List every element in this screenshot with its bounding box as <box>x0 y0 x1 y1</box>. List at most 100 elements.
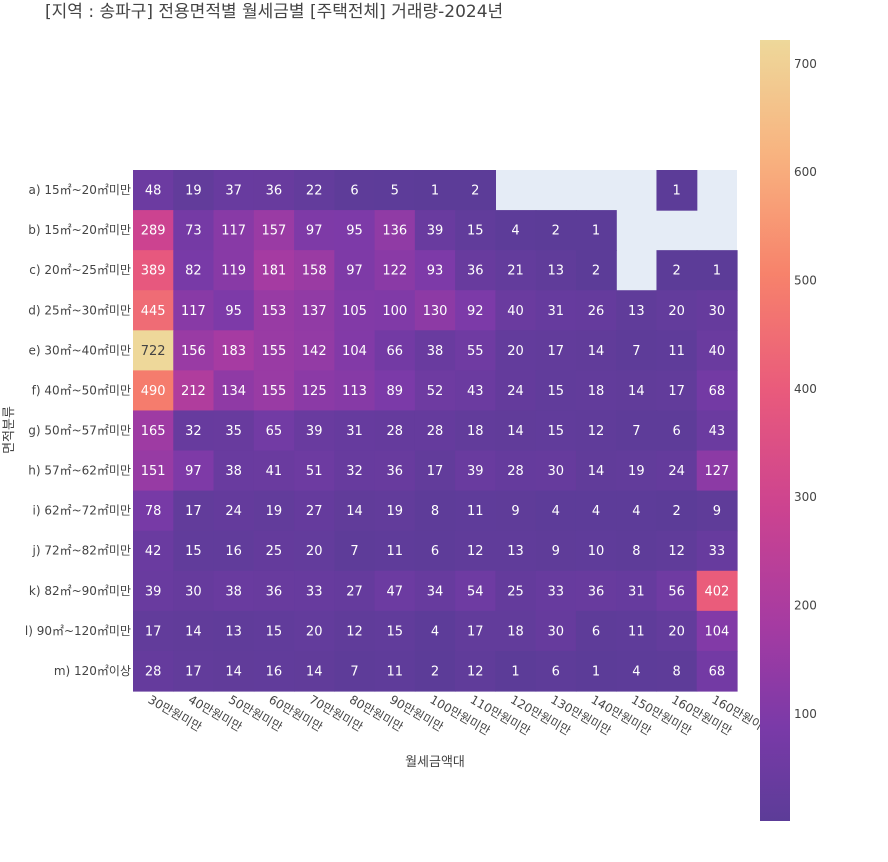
y-tick-label: l) 90㎡~120㎡미만 <box>25 624 131 638</box>
heatmap-cell-value: 56 <box>668 584 685 599</box>
heatmap-cell-value: 38 <box>225 584 242 599</box>
heatmap-cell <box>656 410 698 452</box>
heatmap-cell-value: 9 <box>511 504 519 519</box>
heatmap-cell-value: 28 <box>427 424 444 439</box>
heatmap-cell <box>535 610 577 652</box>
heatmap-cell-value: 20 <box>507 344 524 359</box>
heatmap-cell <box>173 450 215 492</box>
heatmap-cell <box>173 250 215 291</box>
heatmap-cell-value: 24 <box>507 384 524 399</box>
heatmap-cell <box>253 490 295 532</box>
heatmap-cell <box>253 330 295 371</box>
x-axis-tick-labels: 30만원미만40만원미만50만원미만60만원미만70만원미만80만원미만90만원… <box>146 692 775 738</box>
heatmap-cell-value: 68 <box>709 664 726 679</box>
heatmap-cell <box>495 210 537 251</box>
heatmap-cell <box>495 570 537 612</box>
heatmap-cell-value: 25 <box>507 584 524 599</box>
heatmap-cell-value: 40 <box>709 344 726 359</box>
heatmap-cell-value: 15 <box>467 224 484 239</box>
heatmap-cell <box>213 450 255 492</box>
heatmap-cell-value: 125 <box>302 384 327 399</box>
heatmap-cell-value: 11 <box>668 344 685 359</box>
heatmap-cell <box>133 530 174 572</box>
heatmap-cell <box>133 250 174 291</box>
heatmap-cell-value: 55 <box>467 344 484 359</box>
heatmap-cell-value: 73 <box>185 224 202 239</box>
heatmap-cell-value: 12 <box>588 424 605 439</box>
heatmap-cell-value: 14 <box>628 384 645 399</box>
heatmap-cell <box>173 490 215 532</box>
heatmap-cell <box>173 650 215 692</box>
heatmap-cell <box>213 410 255 452</box>
heatmap-cell <box>696 490 738 532</box>
heatmap-cell-value: 33 <box>306 584 323 599</box>
heatmap-cell-value: 4 <box>511 224 519 239</box>
heatmap-cell-value: 97 <box>346 264 363 279</box>
heatmap-cell-value: 155 <box>262 384 287 399</box>
heatmap-cell-value: 39 <box>467 464 484 479</box>
heatmap-cell <box>696 450 738 492</box>
heatmap-cell <box>616 570 658 612</box>
heatmap-cell <box>213 490 255 532</box>
heatmap-cell <box>495 290 537 331</box>
heatmap-cell <box>575 370 617 412</box>
heatmap-cell-value: 15 <box>548 384 565 399</box>
heatmap-cell-value: 17 <box>145 624 162 639</box>
heatmap-cell <box>213 290 255 331</box>
heatmap-cell-value: 722 <box>141 344 166 359</box>
heatmap-cell <box>133 330 174 371</box>
heatmap-cell-value: 89 <box>386 384 403 399</box>
heatmap-cell <box>414 530 456 572</box>
heatmap-cell <box>575 530 617 572</box>
heatmap-cell-value: 15 <box>386 624 403 639</box>
heatmap-cell <box>495 490 537 532</box>
heatmap-cell-value: 54 <box>467 584 484 599</box>
heatmap-cell <box>495 330 537 371</box>
heatmap-cell <box>414 170 456 211</box>
heatmap-cell <box>253 290 295 331</box>
heatmap-cell-value: 11 <box>467 504 484 519</box>
heatmap-cell <box>253 650 295 692</box>
heatmap-cell-value: 13 <box>548 264 565 279</box>
heatmap-cell <box>495 530 537 572</box>
heatmap-cell-value: 155 <box>262 344 287 359</box>
heatmap-cell <box>334 570 376 612</box>
heatmap-cell-value: 2 <box>672 264 680 279</box>
heatmap-cell-value: 15 <box>548 424 565 439</box>
heatmap-cell <box>253 250 295 291</box>
heatmap-cell-value: 13 <box>507 544 524 559</box>
heatmap-cell-value: 40 <box>507 304 524 319</box>
heatmap-cell <box>374 650 416 692</box>
heatmap-cell <box>334 610 376 652</box>
heatmap-cell-value: 15 <box>185 544 202 559</box>
heatmap-cell <box>294 610 335 652</box>
heatmap-cell-value: 4 <box>431 624 439 639</box>
heatmap-cell-value: 12 <box>467 664 484 679</box>
heatmap-cell <box>213 610 255 652</box>
heatmap-cell-value: 35 <box>225 424 242 439</box>
heatmap-cell <box>253 530 295 572</box>
heatmap-cell-value: 28 <box>507 464 524 479</box>
y-tick-label: k) 82㎡~90㎡미만 <box>29 584 131 598</box>
heatmap-cell <box>294 210 335 251</box>
y-tick-label: a) 15㎡~20㎡미만 <box>28 183 131 197</box>
heatmap-cell-value: 17 <box>467 624 484 639</box>
heatmap-cell-value: 14 <box>346 504 363 519</box>
heatmap-cell <box>455 250 496 291</box>
heatmap-cell <box>575 210 617 251</box>
heatmap-cell <box>575 490 617 532</box>
heatmap-cell-value: 117 <box>181 304 206 319</box>
colorbar-tick-label: 200 <box>794 598 817 612</box>
heatmap-cell-value: 119 <box>221 264 246 279</box>
y-tick-label: g) 50㎡~57㎡미만 <box>28 424 131 438</box>
heatmap-cell <box>455 610 496 652</box>
heatmap-cell-value: 19 <box>266 504 283 519</box>
heatmap-cell <box>334 210 376 251</box>
heatmap-cell-value: 20 <box>306 624 323 639</box>
colorbar-tick-labels: 100 200 300 400 500 600 700 <box>794 57 817 721</box>
heatmap-cell <box>213 330 255 371</box>
heatmap-cell <box>575 450 617 492</box>
heatmap-cell <box>414 210 456 251</box>
heatmap-cell <box>253 370 295 412</box>
heatmap-cell-value: 13 <box>628 304 645 319</box>
